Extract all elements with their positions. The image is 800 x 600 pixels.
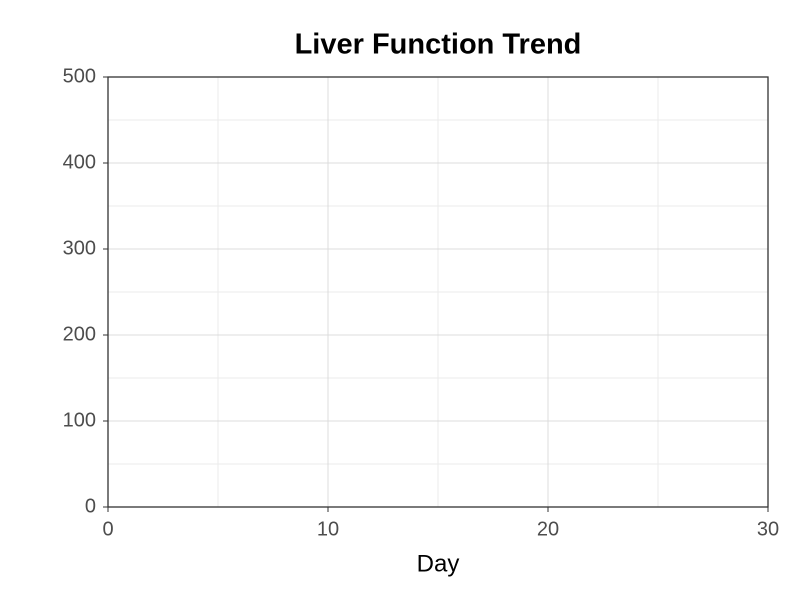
x-tick-label: 30 xyxy=(757,518,779,540)
y-tick-label: 400 xyxy=(63,151,96,173)
x-tick-label: 10 xyxy=(317,518,339,540)
chart-title: Liver Function Trend xyxy=(295,29,582,61)
plot-border xyxy=(107,76,769,508)
y-tick-label: 300 xyxy=(63,237,96,259)
y-tick-label: 500 xyxy=(63,65,96,87)
y-tick-label: 0 xyxy=(85,495,96,517)
y-tick-label: 200 xyxy=(63,323,96,345)
x-tick-label: 20 xyxy=(537,518,559,540)
x-tick-label: 0 xyxy=(102,518,113,540)
y-tick-label: 100 xyxy=(63,409,96,431)
x-axis-label: Day xyxy=(417,550,460,577)
